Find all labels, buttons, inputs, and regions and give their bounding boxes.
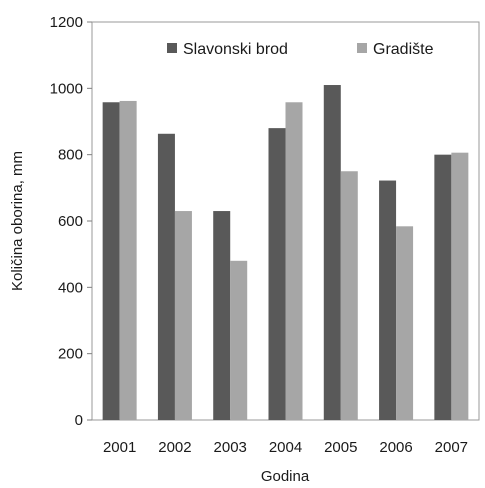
bar-slavonski-brod-2005 — [323, 85, 341, 421]
x-tick-label-2003: 2003 — [214, 439, 247, 456]
y-tick-label-3: 600 — [58, 213, 83, 230]
bar-slavonski-brod-2003 — [213, 211, 231, 420]
bar-gradiste-2006 — [396, 226, 414, 420]
bar-slavonski-brod-2007 — [434, 154, 452, 420]
legend-label-gradiste: Gradište — [373, 41, 434, 58]
bar-gradiste-2005 — [340, 171, 358, 420]
y-tick-label-2: 400 — [58, 279, 83, 296]
y-axis-title: Količina oborina, mm — [9, 151, 26, 291]
bar-series — [102, 85, 469, 421]
y-tick-label-0: 0 — [75, 412, 83, 429]
legend: Slavonski brod Gradište — [167, 41, 434, 58]
bar-gradiste-2001 — [119, 100, 137, 420]
y-tick-label-5: 1000 — [50, 80, 83, 97]
bar-slavonski-brod-2002 — [157, 133, 175, 420]
bar-slavonski-brod-2006 — [379, 180, 397, 420]
bar-gradiste-2002 — [174, 211, 192, 420]
x-tick-label-2004: 2004 — [269, 439, 302, 456]
bar-slavonski-brod-2001 — [102, 102, 120, 420]
x-tick-label-2002: 2002 — [158, 439, 191, 456]
bar-gradiste-2007 — [451, 152, 469, 420]
x-axis: 2001 2002 2003 2004 2005 2006 2007 — [103, 439, 468, 456]
y-tick-label-4: 800 — [58, 147, 83, 164]
x-axis-title: Godina — [261, 468, 310, 485]
bar-slavonski-brod-2004 — [268, 128, 286, 420]
bar-gradiste-2003 — [230, 260, 248, 420]
x-tick-label-2007: 2007 — [435, 439, 468, 456]
y-tick-label-6: 1200 — [50, 14, 83, 31]
y-tick-label-1: 200 — [58, 346, 83, 363]
x-tick-label-2001: 2001 — [103, 439, 136, 456]
legend-swatch-slavonski-brod — [167, 43, 177, 53]
x-tick-label-2006: 2006 — [379, 439, 412, 456]
x-tick-label-2005: 2005 — [324, 439, 357, 456]
bar-gradiste-2004 — [285, 102, 303, 420]
y-axis: 0 200 400 600 800 1000 1200 — [50, 14, 92, 429]
legend-label-slavonski-brod: Slavonski brod — [183, 41, 288, 58]
legend-swatch-gradiste — [357, 43, 367, 53]
